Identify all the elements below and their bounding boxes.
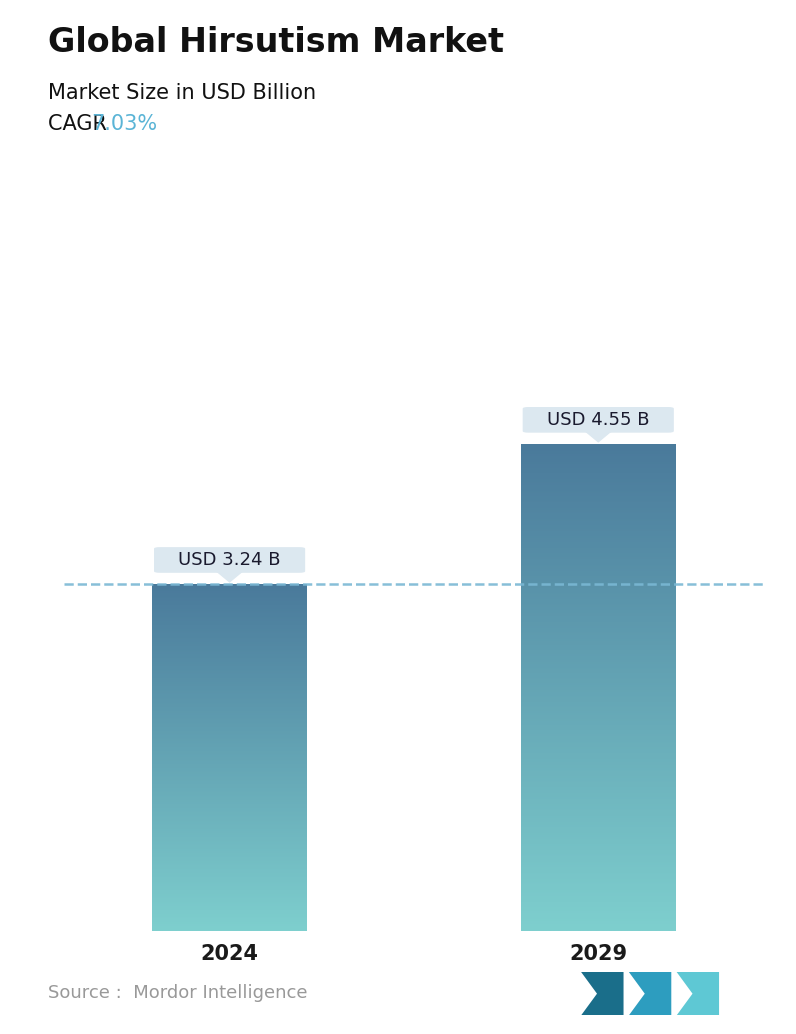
Polygon shape xyxy=(585,431,611,442)
Text: CAGR: CAGR xyxy=(48,114,120,133)
Text: 7.03%: 7.03% xyxy=(92,114,158,133)
FancyBboxPatch shape xyxy=(154,547,305,573)
Polygon shape xyxy=(677,972,719,1015)
FancyBboxPatch shape xyxy=(523,407,674,432)
Polygon shape xyxy=(629,972,671,1015)
Text: Source :  Mordor Intelligence: Source : Mordor Intelligence xyxy=(48,983,307,1002)
Polygon shape xyxy=(217,571,243,582)
Text: USD 3.24 B: USD 3.24 B xyxy=(178,551,281,569)
Polygon shape xyxy=(581,972,623,1015)
Text: Global Hirsutism Market: Global Hirsutism Market xyxy=(48,26,504,59)
Text: USD 4.55 B: USD 4.55 B xyxy=(547,410,650,429)
Text: Market Size in USD Billion: Market Size in USD Billion xyxy=(48,83,316,102)
